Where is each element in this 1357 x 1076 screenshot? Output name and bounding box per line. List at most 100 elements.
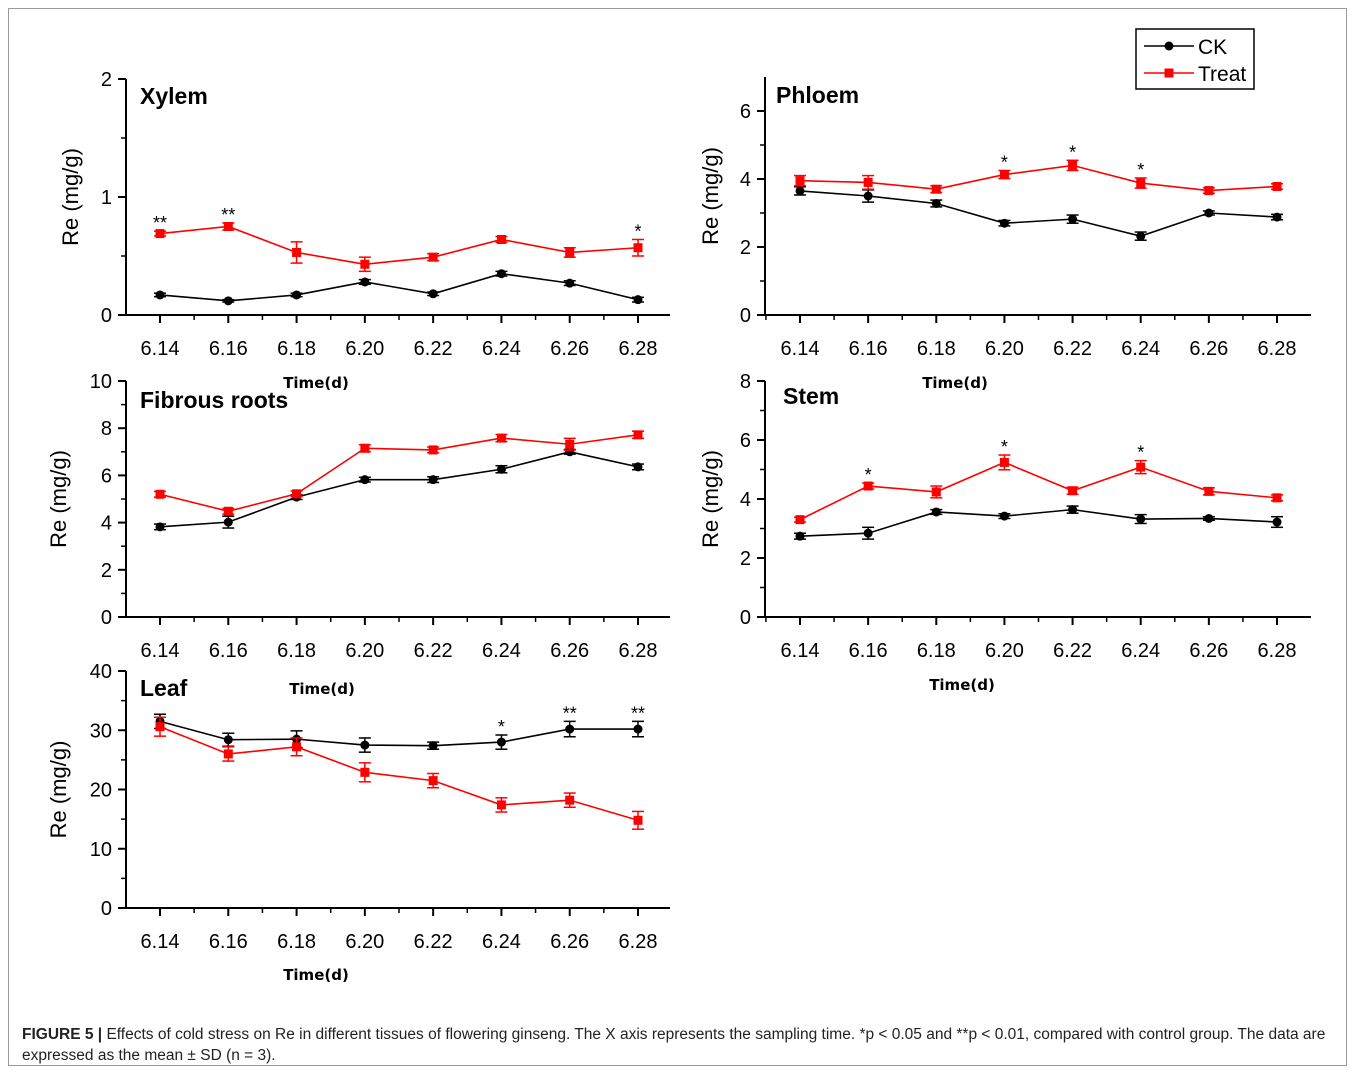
- legend-label: Treat: [1198, 63, 1246, 86]
- data-point: [496, 269, 506, 279]
- chart-panel-1: 0 2 4 6 6.14 6.16 6.18 6.20 6.22 6.24 6.26 6.28 Phlo…: [698, 77, 1311, 392]
- panel-title: Stem: [783, 383, 839, 409]
- y-tick-label: 2: [740, 237, 751, 259]
- legend-marker: [1164, 41, 1174, 51]
- data-point: [1136, 462, 1146, 472]
- series-treat: [794, 454, 1283, 525]
- y-tick-label: 8: [740, 371, 751, 393]
- x-tick-label: 6.20: [345, 640, 384, 662]
- data-point: [428, 252, 438, 262]
- significance-marker: **: [563, 703, 577, 723]
- x-tick-label: 6.28: [1258, 338, 1297, 360]
- x-tick-label: 6.14: [141, 640, 180, 662]
- data-point: [292, 489, 302, 499]
- data-point: [1272, 212, 1282, 222]
- data-point: [1204, 186, 1214, 196]
- data-point: [633, 462, 643, 472]
- data-point: [1136, 231, 1146, 241]
- series-ck: [154, 269, 644, 306]
- x-axis-title: Time(d): [283, 374, 349, 392]
- caption-text: Effects of cold stress on Re in differen…: [22, 1026, 1326, 1064]
- legend-marker: [1164, 68, 1174, 78]
- x-tick-label: 6.22: [414, 931, 453, 953]
- significance-marker: *: [1001, 437, 1008, 457]
- significance-marker: *: [1069, 142, 1076, 162]
- series-line: [799, 508, 1278, 537]
- data-point: [999, 218, 1009, 228]
- figure-caption: FIGURE 5 | Effects of cold stress on Re …: [22, 1024, 1340, 1066]
- data-point: [1068, 214, 1078, 224]
- data-point: [428, 741, 438, 751]
- x-tick-label: 6.20: [345, 931, 384, 953]
- series-line: [159, 434, 639, 513]
- data-point: [1204, 208, 1214, 218]
- data-point: [1136, 514, 1146, 524]
- series-line: [159, 272, 639, 302]
- y-tick-label: 6: [740, 101, 751, 123]
- data-point: [633, 815, 643, 825]
- significance-marker: *: [498, 717, 505, 737]
- series-line: [159, 720, 638, 747]
- y-tick-label: 0: [101, 607, 112, 629]
- data-point: [1136, 178, 1146, 188]
- data-point: [565, 795, 575, 805]
- y-tick-label: 20: [90, 780, 112, 802]
- x-tick-label: 6.20: [985, 338, 1024, 360]
- x-tick-label: 6.22: [414, 338, 453, 360]
- significance-marker: **: [153, 213, 167, 233]
- data-point: [496, 234, 506, 244]
- y-axis-title: Re (mg/g): [698, 450, 723, 548]
- x-tick-label: 6.24: [482, 640, 521, 662]
- data-point: [223, 222, 233, 231]
- x-axis-title: Time(d): [283, 966, 349, 984]
- y-tick-label: 6: [101, 465, 112, 487]
- data-point: [999, 170, 1009, 180]
- panel-title: Fibrous roots: [140, 387, 288, 413]
- data-point: [565, 724, 575, 734]
- y-tick-label: 0: [101, 305, 112, 327]
- x-tick-label: 6.14: [141, 931, 180, 953]
- data-point: [496, 433, 506, 443]
- series-treat: [154, 716, 644, 830]
- y-tick-label: 0: [740, 305, 751, 327]
- x-tick-label: 6.28: [1258, 640, 1297, 662]
- y-tick-label: 8: [101, 418, 112, 440]
- data-point: [223, 506, 233, 516]
- y-tick-label: 30: [90, 720, 112, 742]
- series-line: [159, 725, 639, 822]
- x-tick-label: 6.18: [917, 640, 956, 662]
- data-point: [292, 742, 302, 752]
- significance-marker: **: [221, 205, 235, 225]
- data-point: [1272, 517, 1282, 527]
- y-tick-label: 2: [740, 548, 751, 570]
- figure-frame: [8, 8, 1347, 1066]
- legend: CK Treat: [1135, 28, 1255, 90]
- data-point: [155, 489, 165, 499]
- x-tick-label: 6.16: [849, 640, 888, 662]
- data-point: [565, 247, 575, 257]
- y-axis-title: Re (mg/g): [698, 147, 723, 245]
- data-point: [999, 511, 1009, 521]
- data-point: [155, 229, 165, 239]
- data-point: [496, 800, 506, 810]
- x-tick-label: 6.26: [550, 640, 589, 662]
- chart-panel-2: 0 2 4 6 8 10 6.14 6.16 6.18 6.20 6.22 6.24 6.26 6.28 F…: [46, 371, 670, 662]
- chart-panel-4: 0 10 20 30 40 6.14 6.16 6.18 6.20 6.22 6.24 6.26 6.2…: [46, 661, 670, 984]
- data-point: [931, 184, 941, 194]
- data-point: [863, 191, 873, 201]
- x-tick-label: 6.14: [781, 338, 820, 360]
- x-tick-label: 6.18: [277, 338, 316, 360]
- x-tick-label: 6.26: [550, 338, 589, 360]
- data-point: [223, 749, 233, 759]
- x-tick-label: 6.16: [209, 640, 248, 662]
- panel-title: Phloem: [776, 82, 859, 108]
- data-point: [863, 528, 873, 538]
- series-treat: [154, 430, 644, 516]
- x-tick-label: 6.18: [917, 338, 956, 360]
- data-point: [1272, 181, 1282, 191]
- significance-marker: **: [631, 703, 645, 723]
- x-tick-label: 6.16: [209, 338, 248, 360]
- y-tick-label: 6: [740, 430, 751, 452]
- data-point: [360, 277, 370, 287]
